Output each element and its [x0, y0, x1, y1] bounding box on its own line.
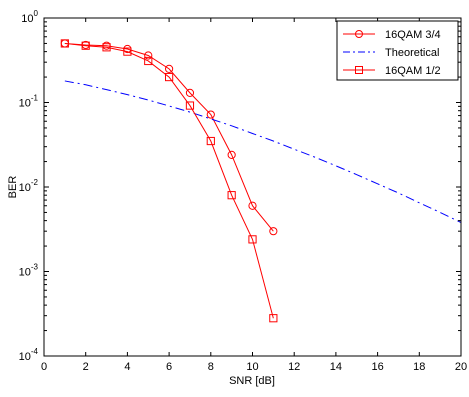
data-point-square	[165, 72, 174, 82]
data-point-square	[227, 191, 236, 200]
y-tick-label: 10-2	[19, 178, 39, 194]
data-point-square	[102, 43, 111, 52]
data-point-square	[248, 235, 257, 244]
y-tick-label: 10-4	[19, 347, 39, 363]
series-line-1	[64, 42, 274, 232]
legend-marker-3	[355, 66, 363, 74]
x-tick-label: 12	[288, 361, 300, 373]
data-point-square	[144, 56, 153, 66]
x-tick-label: 8	[208, 361, 214, 373]
data-point-square	[185, 101, 195, 110]
data-point-circle	[185, 88, 195, 97]
x-tick-label: 6	[166, 361, 172, 373]
y-axis-label: BER	[7, 176, 19, 199]
legend-label-3: 16QAM 1/2	[385, 65, 441, 77]
series-layer	[60, 39, 462, 323]
y-tick-label: 10-1	[19, 94, 39, 110]
data-point-circle	[227, 150, 236, 159]
x-tick-label: 2	[83, 361, 89, 373]
x-axis-label: SNR [dB]	[229, 375, 275, 387]
data-point-circle	[248, 201, 257, 210]
legend-label-2: Theoretical	[385, 47, 439, 59]
legend-entry-2: Theoretical	[343, 47, 439, 59]
axis-layer: 0 2 4 6 8 10 12 14 16 18 20 100 10-1 10-2 10-3 10-4	[19, 9, 468, 373]
data-point-circle	[144, 51, 153, 60]
legend-entry-1: 16QAM 3/4	[343, 29, 441, 41]
data-point-circle	[269, 227, 278, 236]
legend-marker-1	[355, 30, 363, 38]
x-tick-label: 20	[455, 361, 467, 373]
data-point-circle	[206, 110, 215, 119]
data-point-square	[123, 47, 132, 56]
y-tick-label: 10-3	[19, 263, 39, 279]
x-tick-label: 14	[330, 361, 342, 373]
x-tick-label: 18	[413, 361, 425, 373]
x-tick-label: 10	[246, 361, 258, 373]
x-tick-label: 16	[371, 361, 383, 373]
x-tick-label: 4	[124, 361, 130, 373]
data-point-square	[269, 314, 278, 323]
y-tick-label: 100	[21, 9, 38, 25]
legend: 16QAM 3/4 Theoretical 16QAM 1/2	[336, 20, 459, 81]
data-point-square	[60, 39, 69, 48]
legend-label-1: 16QAM 3/4	[385, 29, 441, 41]
x-tick-label: 0	[41, 361, 47, 373]
series-line-2	[64, 80, 462, 223]
series-line-3	[64, 42, 274, 319]
legend-entry-3: 16QAM 1/2	[343, 65, 441, 77]
data-point-square	[206, 136, 215, 146]
data-point-circle	[165, 64, 174, 73]
data-point-square	[81, 41, 90, 50]
